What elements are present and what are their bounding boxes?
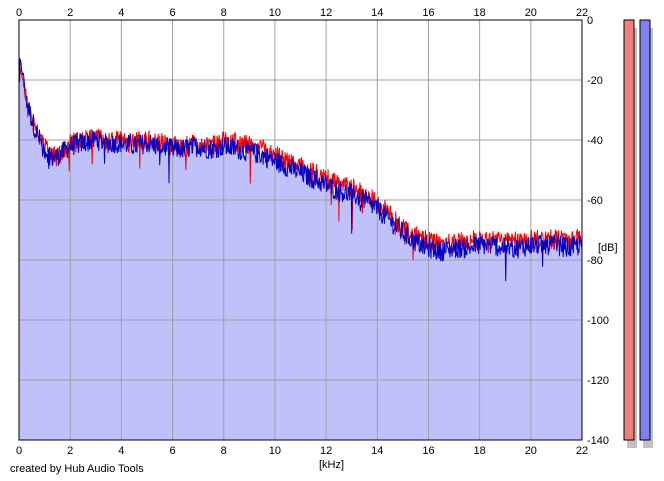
x-tick-label-bottom: 14 <box>371 445 383 457</box>
x-tick-label-top: 12 <box>320 7 332 19</box>
x-tick-label-top: 10 <box>269 7 281 19</box>
x-tick-label-top: 2 <box>67 7 73 19</box>
x-tick-label-bottom: 10 <box>269 445 281 457</box>
y-tick-label: -140 <box>587 435 609 447</box>
tick-layer: 002244668810101212141416161818202022220-… <box>16 7 609 457</box>
x-tick-label-bottom: 16 <box>422 445 434 457</box>
y-tick-label: -60 <box>587 195 603 207</box>
credit-text: created by Hub Audio Tools <box>10 463 144 475</box>
series-line-right <box>18 54 583 282</box>
x-tick-label-bottom: 18 <box>474 445 486 457</box>
x-tick-label-bottom: 22 <box>576 445 588 457</box>
x-tick-label-bottom: 0 <box>16 445 22 457</box>
spectrum-fill-layer <box>19 54 582 440</box>
level-meter-right <box>639 19 651 441</box>
x-tick-label-top: 4 <box>118 7 124 19</box>
y-tick-label: -120 <box>587 375 609 387</box>
y-axis-label: [dB] <box>598 242 618 254</box>
y-tick-label: -20 <box>587 75 603 87</box>
x-tick-label-top: 0 <box>16 7 22 19</box>
x-tick-label-top: 6 <box>169 7 175 19</box>
x-tick-label-bottom: 20 <box>525 445 537 457</box>
x-tick-label-top: 22 <box>576 7 588 19</box>
plot-frame <box>18 19 583 441</box>
level-meters <box>623 19 653 448</box>
series-layer <box>18 54 583 282</box>
x-tick-label-bottom: 8 <box>221 445 227 457</box>
y-tick-label: -40 <box>587 135 603 147</box>
y-tick-label: -100 <box>587 315 609 327</box>
x-tick-label-top: 14 <box>371 7 383 19</box>
y-tick-label: 0 <box>587 15 593 27</box>
x-axis-label: [kHz] <box>319 459 344 471</box>
y-tick-label: -80 <box>587 255 603 267</box>
x-tick-label-top: 16 <box>422 7 434 19</box>
level-meter-left <box>623 19 635 441</box>
x-tick-label-bottom: 2 <box>67 445 73 457</box>
x-tick-label-top: 20 <box>525 7 537 19</box>
x-tick-label-bottom: 12 <box>320 445 332 457</box>
x-tick-label-bottom: 6 <box>169 445 175 457</box>
x-tick-label-bottom: 4 <box>118 445 124 457</box>
spectrum-area <box>19 54 582 440</box>
x-tick-label-top: 18 <box>474 7 486 19</box>
x-tick-label-top: 8 <box>221 7 227 19</box>
grid-layer <box>18 19 583 441</box>
